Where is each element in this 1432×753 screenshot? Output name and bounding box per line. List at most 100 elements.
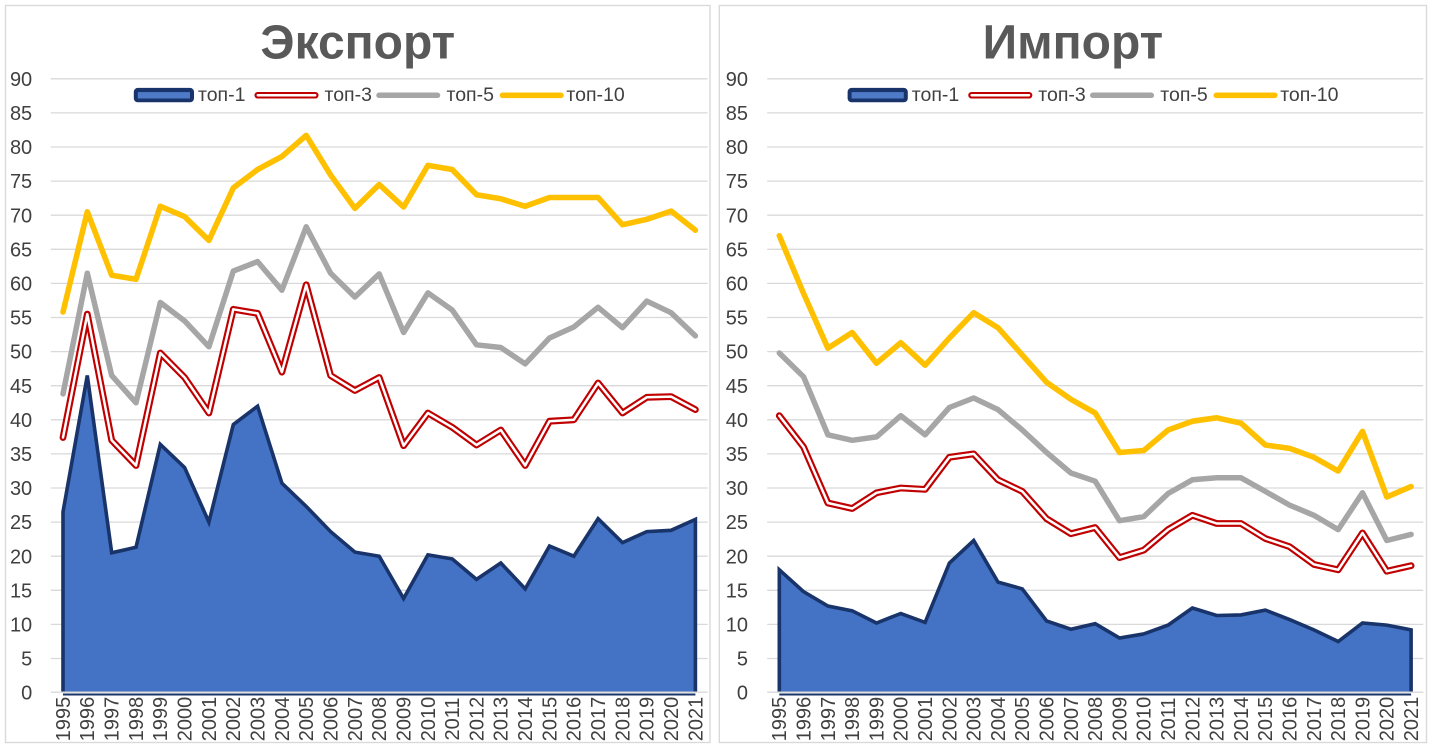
svg-text:25: 25	[10, 512, 32, 534]
svg-text:2018: 2018	[612, 697, 634, 742]
svg-text:45: 45	[726, 376, 748, 398]
svg-text:75: 75	[10, 171, 32, 193]
svg-text:30: 30	[10, 478, 32, 500]
svg-text:60: 60	[726, 274, 748, 296]
svg-text:1996: 1996	[794, 697, 816, 742]
svg-text:10: 10	[726, 615, 748, 637]
svg-text:1996: 1996	[77, 697, 99, 742]
svg-text:90: 90	[10, 69, 32, 91]
svg-text:0: 0	[737, 683, 748, 705]
svg-text:2020: 2020	[661, 697, 683, 742]
svg-text:10: 10	[10, 615, 32, 637]
svg-text:70: 70	[10, 205, 32, 227]
svg-text:1999: 1999	[150, 697, 172, 742]
svg-text:0: 0	[21, 683, 32, 705]
svg-text:2007: 2007	[345, 697, 367, 742]
svg-text:2004: 2004	[988, 697, 1010, 742]
svg-text:2008: 2008	[369, 697, 391, 742]
svg-text:1997: 1997	[102, 697, 124, 742]
svg-text:2003: 2003	[964, 697, 986, 742]
svg-text:2010: 2010	[1134, 697, 1156, 742]
svg-text:Экспорт: Экспорт	[260, 17, 455, 70]
svg-text:топ-3: топ-3	[325, 84, 372, 106]
svg-text:топ-1: топ-1	[912, 84, 959, 106]
svg-text:65: 65	[726, 239, 748, 261]
svg-text:2005: 2005	[1012, 697, 1034, 742]
svg-text:75: 75	[726, 171, 748, 193]
svg-text:60: 60	[10, 274, 32, 296]
svg-text:2019: 2019	[637, 697, 659, 742]
svg-text:15: 15	[726, 580, 748, 602]
svg-text:55: 55	[10, 308, 32, 330]
svg-text:2004: 2004	[272, 697, 294, 742]
svg-text:2010: 2010	[418, 697, 440, 742]
svg-text:2000: 2000	[175, 697, 197, 742]
svg-text:2009: 2009	[1109, 697, 1131, 742]
svg-text:1999: 1999	[866, 697, 888, 742]
svg-text:1995: 1995	[53, 697, 75, 742]
svg-text:2007: 2007	[1061, 697, 1083, 742]
svg-text:топ-10: топ-10	[1280, 84, 1338, 106]
svg-text:45: 45	[10, 376, 32, 398]
svg-text:2013: 2013	[1207, 697, 1229, 742]
svg-text:2012: 2012	[1182, 697, 1204, 742]
svg-text:2009: 2009	[393, 697, 415, 742]
svg-text:1998: 1998	[126, 697, 148, 742]
svg-text:2014: 2014	[1231, 697, 1253, 742]
svg-text:2020: 2020	[1377, 697, 1399, 742]
svg-text:Импорт: Импорт	[983, 17, 1164, 70]
svg-text:55: 55	[726, 308, 748, 330]
svg-text:2018: 2018	[1328, 697, 1350, 742]
svg-text:2012: 2012	[466, 697, 488, 742]
svg-text:2002: 2002	[223, 697, 245, 742]
svg-text:2014: 2014	[515, 697, 537, 742]
svg-text:2008: 2008	[1085, 697, 1107, 742]
svg-text:85: 85	[10, 103, 32, 125]
svg-text:2016: 2016	[564, 697, 586, 742]
svg-text:35: 35	[726, 444, 748, 466]
svg-text:65: 65	[10, 239, 32, 261]
svg-text:15: 15	[10, 580, 32, 602]
svg-text:2013: 2013	[491, 697, 513, 742]
svg-text:2015: 2015	[539, 697, 561, 742]
svg-text:топ-5: топ-5	[1160, 84, 1208, 106]
svg-text:2017: 2017	[588, 697, 610, 742]
svg-text:2016: 2016	[1280, 697, 1302, 742]
svg-text:1998: 1998	[842, 697, 864, 742]
svg-text:топ-3: топ-3	[1038, 84, 1085, 106]
svg-text:2005: 2005	[296, 697, 318, 742]
svg-text:2011: 2011	[1158, 697, 1180, 740]
svg-text:80: 80	[10, 137, 32, 159]
svg-text:25: 25	[726, 512, 748, 534]
svg-text:2021: 2021	[1401, 697, 1423, 742]
svg-text:2015: 2015	[1255, 697, 1277, 742]
svg-text:5: 5	[21, 649, 32, 671]
svg-text:1995: 1995	[769, 697, 791, 742]
svg-text:2002: 2002	[939, 697, 961, 742]
svg-text:5: 5	[737, 649, 748, 671]
svg-text:30: 30	[726, 478, 748, 500]
svg-text:2021: 2021	[685, 697, 707, 742]
svg-text:2001: 2001	[915, 697, 937, 742]
svg-text:2000: 2000	[891, 697, 913, 742]
svg-text:80: 80	[726, 137, 748, 159]
svg-text:20: 20	[726, 546, 748, 568]
svg-text:40: 40	[726, 410, 748, 432]
svg-text:топ-1: топ-1	[198, 84, 245, 106]
svg-text:2019: 2019	[1352, 697, 1374, 742]
svg-text:20: 20	[10, 546, 32, 568]
svg-text:топ-5: топ-5	[447, 84, 495, 106]
svg-text:топ-10: топ-10	[566, 84, 624, 106]
svg-text:50: 50	[10, 342, 32, 364]
svg-text:2003: 2003	[248, 697, 270, 742]
svg-text:1997: 1997	[818, 697, 840, 742]
svg-text:2017: 2017	[1304, 697, 1326, 742]
svg-text:50: 50	[726, 342, 748, 364]
svg-text:2006: 2006	[321, 697, 343, 742]
svg-text:2006: 2006	[1037, 697, 1059, 742]
svg-text:85: 85	[726, 103, 748, 125]
svg-text:90: 90	[726, 69, 748, 91]
svg-text:40: 40	[10, 410, 32, 432]
svg-text:2011: 2011	[442, 697, 464, 740]
svg-text:70: 70	[726, 205, 748, 227]
